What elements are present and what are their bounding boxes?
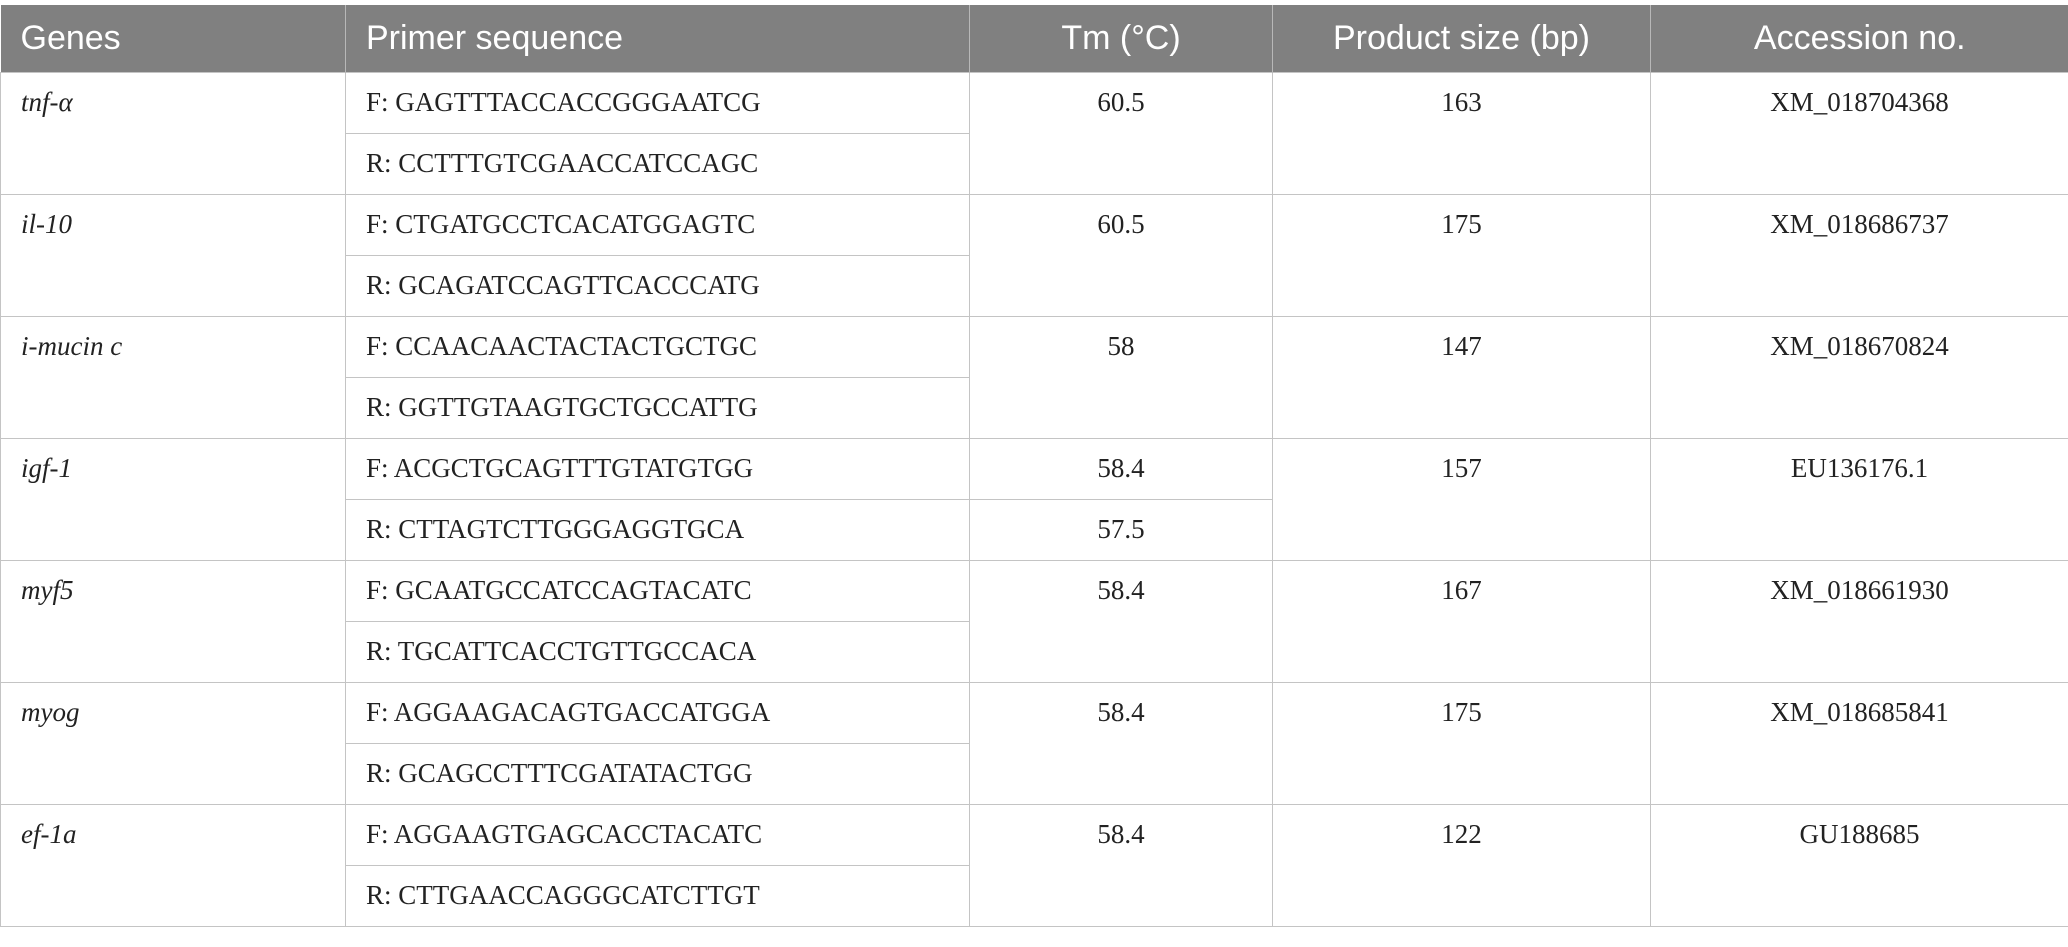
- tm-value-reverse: 57.5: [969, 498, 1273, 561]
- tm-value: 58.4: [969, 803, 1273, 927]
- forward-primer: F: GCAATGCCATCCAGTACATC: [345, 559, 970, 622]
- tm-value: 60.5: [969, 71, 1273, 195]
- forward-primer: F: CTGATGCCTCACATGGAGTC: [345, 193, 970, 256]
- gene-name: tnf-α: [0, 71, 346, 195]
- reverse-primer: R: GCAGATCCAGTTCACCCATG: [345, 254, 970, 317]
- header-row: Genes Primer sequence Tm (°C) Product si…: [0, 5, 2068, 72]
- accession-number: XM_018670824: [1650, 315, 2068, 439]
- reverse-primer: R: GGTTGTAAGTGCTGCCATTG: [345, 376, 970, 439]
- reverse-primer: R: TGCATTCACCTGTTGCCACA: [345, 620, 970, 683]
- product-size: 175: [1272, 193, 1651, 317]
- forward-primer: F: AGGAAGACAGTGACCATGGA: [345, 681, 970, 744]
- product-size: 157: [1272, 437, 1651, 561]
- accession-number: XM_018661930: [1650, 559, 2068, 683]
- tm-value: 58.4: [969, 559, 1273, 683]
- table-row: R: CTTGAACCAGGGCATCTTGT: [1, 864, 2068, 927]
- table-row: R: GGTTGTAAGTGCTGCCATTG: [1, 376, 2068, 439]
- accession-number: GU188685: [1650, 803, 2068, 927]
- header-product-size: Product size (bp): [1272, 5, 1651, 72]
- reverse-primer: R: CCTTTGTCGAACCATCCAGC: [345, 132, 970, 195]
- gene-name: myf5: [0, 559, 346, 683]
- header-accession: Accession no.: [1650, 5, 2068, 72]
- forward-primer: F: ACGCTGCAGTTTGTATGTGG: [345, 437, 970, 500]
- table-row: ef-1a F: AGGAAGTGAGCACCTACATC 58.4 122 G…: [0, 803, 2068, 927]
- tm-value: 58: [969, 315, 1273, 439]
- table-row: myf5 F: GCAATGCCATCCAGTACATC 58.4 167 XM…: [0, 559, 2068, 683]
- table-row: i-mucin c F: CCAACAACTACTACTGCTGC 58 147…: [0, 315, 2068, 439]
- table-row: tnf-α F: GAGTTTACCACCGGGAATCG 60.5 163 X…: [0, 71, 2068, 195]
- accession-number: XM_018685841: [1650, 681, 2068, 805]
- gene-name: ef-1a: [0, 803, 346, 927]
- primer-table: Genes Primer sequence Tm (°C) Product si…: [0, 5, 2068, 927]
- table-row: R: TGCATTCACCTGTTGCCACA: [1, 620, 2068, 683]
- table-body: tnf-α F: GAGTTTACCACCGGGAATCG 60.5 163 X…: [0, 71, 2068, 927]
- product-size: 167: [1272, 559, 1651, 683]
- gene-name: i-mucin c: [0, 315, 346, 439]
- table-row: R: GCAGATCCAGTTCACCCATG: [1, 254, 2068, 317]
- accession-number: EU136176.1: [1650, 437, 2068, 561]
- table-row: il-10 F: CTGATGCCTCACATGGAGTC 60.5 175 X…: [0, 193, 2068, 317]
- reverse-primer: R: CTTGAACCAGGGCATCTTGT: [345, 864, 970, 927]
- accession-number: XM_018686737: [1650, 193, 2068, 317]
- gene-name: myog: [0, 681, 346, 805]
- table-row: myog F: AGGAAGACAGTGACCATGGA 58.4 175 XM…: [0, 681, 2068, 805]
- gene-name: igf-1: [0, 437, 346, 561]
- tm-value: 60.5: [969, 193, 1273, 317]
- header-tm: Tm (°C): [969, 5, 1273, 72]
- forward-primer: F: GAGTTTACCACCGGGAATCG: [345, 71, 970, 134]
- header-primer-sequence: Primer sequence: [345, 5, 970, 72]
- table-row: R: CCTTTGTCGAACCATCCAGC: [1, 132, 2068, 195]
- forward-primer: F: CCAACAACTACTACTGCTGC: [345, 315, 970, 378]
- gene-name: il-10: [0, 193, 346, 317]
- product-size: 122: [1272, 803, 1651, 927]
- reverse-primer: R: CTTAGTCTTGGGAGGTGCA: [345, 498, 970, 561]
- accession-number: XM_018704368: [1650, 71, 2068, 195]
- table-header: Genes Primer sequence Tm (°C) Product si…: [0, 5, 2068, 72]
- tm-value: 58.4: [969, 681, 1273, 805]
- product-size: 175: [1272, 681, 1651, 805]
- header-genes: Genes: [0, 5, 346, 72]
- table-row: igf-1 F: ACGCTGCAGTTTGTATGTGG 58.4 157 E…: [0, 437, 2068, 561]
- forward-primer: F: AGGAAGTGAGCACCTACATC: [345, 803, 970, 866]
- reverse-primer: R: GCAGCCTTTCGATATACTGG: [345, 742, 970, 805]
- tm-value-forward: 58.4: [969, 437, 1273, 500]
- product-size: 147: [1272, 315, 1651, 439]
- product-size: 163: [1272, 71, 1651, 195]
